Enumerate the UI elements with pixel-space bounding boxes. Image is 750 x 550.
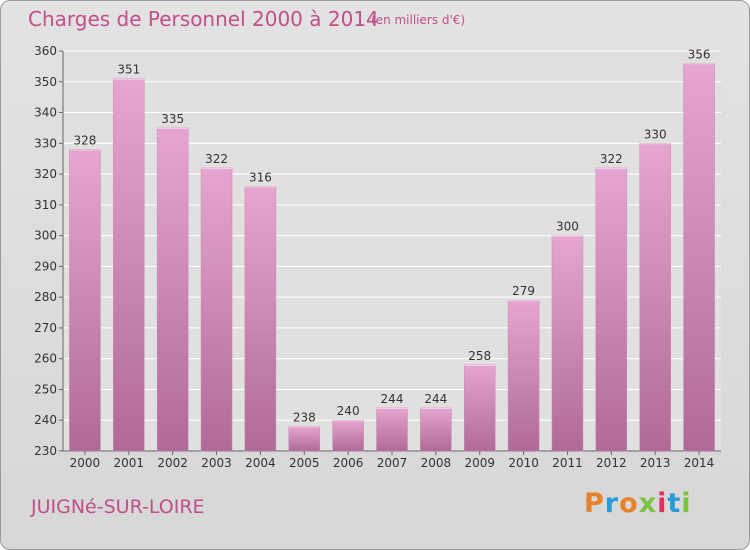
bar-2013 bbox=[639, 143, 671, 452]
y-tick-label: 350 bbox=[34, 75, 57, 89]
data-label: 330 bbox=[644, 127, 667, 141]
bar-2001 bbox=[113, 78, 145, 452]
x-tick-label: 2013 bbox=[640, 456, 671, 470]
bar-2004 bbox=[244, 186, 277, 452]
data-label: 240 bbox=[337, 404, 360, 418]
x-tick-label: 2005 bbox=[289, 456, 320, 470]
y-tick-label: 310 bbox=[34, 198, 57, 212]
logo-letter: t bbox=[667, 488, 682, 519]
bars bbox=[69, 63, 715, 452]
bar-2009 bbox=[463, 364, 496, 452]
data-label: 322 bbox=[205, 152, 228, 166]
data-label: 322 bbox=[600, 152, 623, 166]
chart-subtitle: (en milliers d'€) bbox=[371, 13, 466, 27]
y-tick-label: 320 bbox=[34, 167, 57, 181]
y-tick-label: 290 bbox=[34, 259, 57, 273]
bar-2012 bbox=[595, 167, 628, 452]
y-tick-label: 240 bbox=[34, 413, 57, 427]
x-tick-label: 2012 bbox=[596, 456, 627, 470]
x-tick-label: 2007 bbox=[377, 456, 408, 470]
x-tick-label: 2003 bbox=[201, 456, 232, 470]
data-label: 244 bbox=[381, 392, 404, 406]
bar-2003 bbox=[200, 167, 233, 452]
y-tick-label: 340 bbox=[34, 106, 57, 120]
x-tick-label: 2006 bbox=[333, 456, 364, 470]
bar-2010 bbox=[507, 299, 540, 452]
data-label: 258 bbox=[468, 349, 491, 363]
x-tick-label: 2004 bbox=[245, 456, 276, 470]
data-label: 244 bbox=[424, 392, 447, 406]
bar-2002 bbox=[156, 127, 189, 452]
x-tick-label: 2010 bbox=[508, 456, 539, 470]
x-tick-label: 2009 bbox=[464, 456, 495, 470]
bar-2007 bbox=[376, 407, 408, 452]
place-name: JUIGNé-SUR-LOIRE bbox=[31, 496, 205, 518]
logo-letter: x bbox=[638, 488, 658, 519]
logo-letter: o bbox=[619, 488, 639, 519]
x-tick-label: 2011 bbox=[552, 456, 583, 470]
x-tick-label: 2002 bbox=[157, 456, 188, 470]
y-tick-label: 230 bbox=[34, 444, 57, 458]
logo-letter: P bbox=[584, 488, 605, 519]
bar-2014 bbox=[683, 63, 715, 452]
y-tick-label: 270 bbox=[34, 321, 57, 335]
data-label: 351 bbox=[117, 63, 140, 77]
y-tick-label: 330 bbox=[34, 136, 57, 150]
logo-letter: r bbox=[604, 488, 620, 519]
data-label: 328 bbox=[73, 133, 96, 147]
data-labels: 328 351 335 322 316 238 240 244 244 258 279 300 322 3… bbox=[73, 47, 710, 424]
proxiti-logo: Proxiti bbox=[584, 488, 692, 519]
x-tick-label: 2000 bbox=[70, 456, 101, 470]
data-label: 316 bbox=[249, 170, 272, 184]
logo-letter: i bbox=[657, 488, 668, 519]
x-tick-label: 2014 bbox=[684, 456, 715, 470]
y-tick-label: 360 bbox=[34, 44, 57, 58]
logo-letter: i bbox=[681, 488, 692, 519]
chart-title: Charges de Personnel 2000 à 2014 bbox=[28, 7, 379, 31]
y-tick-label: 250 bbox=[34, 382, 57, 396]
bar-2011 bbox=[551, 235, 584, 452]
bar-2005 bbox=[288, 426, 321, 452]
y-tick-label: 300 bbox=[34, 229, 57, 243]
data-label: 238 bbox=[293, 410, 316, 424]
data-label: 300 bbox=[556, 220, 579, 234]
data-label: 356 bbox=[688, 47, 711, 61]
x-tick-label: 2008 bbox=[421, 456, 452, 470]
data-label: 335 bbox=[161, 112, 184, 126]
bar-2006 bbox=[332, 419, 364, 452]
bar-2000 bbox=[69, 149, 101, 452]
data-label: 279 bbox=[512, 284, 535, 298]
bar-2008 bbox=[420, 407, 452, 452]
x-tick-label: 2001 bbox=[114, 456, 145, 470]
y-tick-label: 280 bbox=[34, 290, 57, 304]
y-tick-label: 260 bbox=[34, 352, 57, 366]
